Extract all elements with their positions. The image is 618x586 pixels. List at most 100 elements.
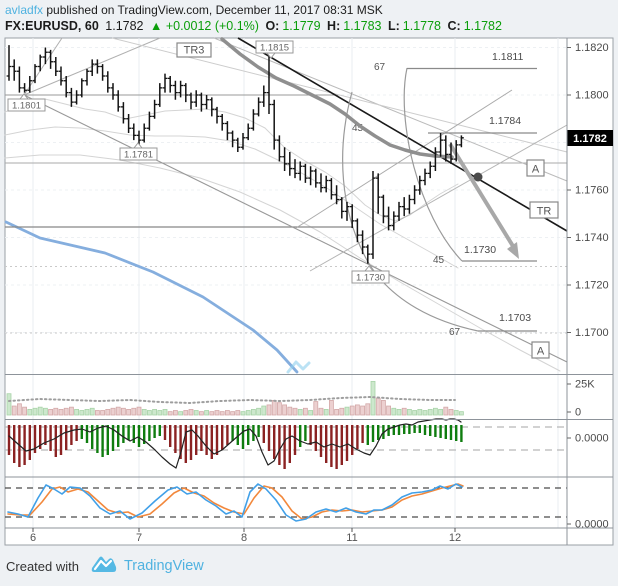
volume-bar (432, 407, 438, 416)
pivot-price-label[interactable]: 1.1801 (7, 93, 46, 112)
oscillator-bar (418, 425, 421, 433)
drawing-label-text: TR3 (184, 45, 205, 57)
oscillator-bar (158, 425, 161, 436)
oscillator-bar (236, 425, 239, 445)
volume-bar (282, 404, 288, 416)
volume-bar (22, 406, 28, 416)
oscillator-bar (299, 425, 302, 447)
drawing-label-tr3[interactable]: TR3 (176, 42, 212, 58)
pivot-label-pointer (265, 52, 277, 59)
fib-arc[interactable] (403, 67, 463, 262)
pivot-price-label[interactable]: 1.1815 (255, 40, 294, 59)
volume-bar (292, 407, 298, 416)
oscillator-bar (91, 425, 94, 449)
faint-ma-line (4, 126, 459, 269)
last-price-badge[interactable] (567, 130, 614, 146)
oscillator-bar (195, 425, 198, 455)
oscillator-bar (13, 425, 16, 463)
oscillator-bar (137, 425, 141, 447)
symbol-label[interactable]: FX:EURUSD, 60 (5, 19, 99, 33)
trend-line (237, 37, 568, 232)
price-change: ▲ +0.0012 (+0.1%) (149, 19, 259, 33)
stochastic-k-line (7, 483, 463, 522)
volume-bar (126, 408, 131, 416)
drawing-label-a[interactable]: A (526, 159, 545, 177)
oscillator-bar (345, 425, 349, 461)
volume-bar (100, 410, 105, 416)
volume-bar (360, 405, 366, 416)
oscillator-bar (153, 425, 156, 438)
oscillator-bar (340, 425, 343, 465)
drawing-label-text: A (532, 164, 540, 176)
trendline-dot[interactable] (473, 172, 483, 182)
pivot-label-pointer (363, 265, 375, 272)
volume-axis-label: 25K (575, 379, 595, 391)
trend-line (295, 89, 513, 229)
footer: Created with TradingView (6, 555, 204, 577)
oscillator-bar (377, 425, 380, 440)
high-value: 1.1783 (343, 19, 382, 33)
oscillator-bar (262, 425, 265, 443)
volume-bar (427, 408, 433, 416)
price-axis-label: 1.1760 (575, 185, 609, 197)
oscillator-bar (96, 425, 99, 453)
oscillator-bar (429, 425, 432, 436)
volume-bar (297, 408, 303, 416)
volume-bar (79, 410, 85, 416)
quote-line: FX:EURUSD, 60 1.1782 ▲ +0.0012 (+0.1%) O… (5, 19, 505, 33)
oscillator-bar (371, 425, 375, 442)
volume-bar (69, 406, 74, 416)
drawing-label-tr[interactable]: TR (529, 201, 559, 219)
oscillator-bar (403, 425, 406, 434)
oscillator-bar (169, 425, 172, 447)
oscillator-bar (439, 425, 442, 438)
volume-bar (131, 407, 137, 416)
oscillator-bar (273, 425, 276, 459)
oscillator-bar (205, 425, 208, 455)
watermark-logo-icon (286, 360, 311, 374)
volume-bar (323, 408, 329, 416)
faint-ma-line (4, 154, 561, 372)
low-label: L: (387, 19, 400, 33)
volume-bar (417, 408, 423, 416)
volume-bar (214, 410, 220, 416)
oscillator-bar (231, 425, 234, 441)
stochastic-panel (5, 483, 567, 522)
volume-bar (354, 404, 360, 416)
volume-bar (250, 408, 256, 416)
faint-ma-line (4, 98, 459, 222)
volume-bar (172, 410, 178, 416)
oscillator-signal-line (8, 418, 462, 469)
volume-bar (6, 393, 12, 416)
volume-bar (136, 406, 142, 416)
oscillator-bar (366, 425, 369, 445)
author-link[interactable]: avladfx (5, 3, 44, 17)
volume-ma-dotted (8, 396, 456, 404)
oscillator-panel (5, 418, 567, 469)
volume-bar (406, 408, 412, 416)
oscillator-bar (44, 425, 47, 445)
oscillator-bar (361, 425, 364, 443)
tradingview-brand-link[interactable]: TradingView (123, 558, 204, 574)
oscillator-bar (226, 425, 229, 445)
volume-bar (240, 411, 246, 416)
pivot-price-label[interactable]: 1.1730 (351, 265, 390, 284)
oscillator-bar (132, 425, 135, 443)
volume-bar (235, 410, 241, 416)
oscillator-bar (319, 425, 323, 457)
drawing-label-box (176, 42, 212, 58)
volume-bar (438, 408, 444, 416)
oscillator-bar (215, 425, 219, 455)
target-level-price: 1.1784 (489, 115, 521, 127)
last-price-badge-text: 1.1782 (573, 133, 607, 145)
volume-bar (219, 411, 225, 416)
volume-bar (256, 407, 262, 416)
tradingview-logo-icon[interactable] (91, 555, 117, 577)
pivot-price-label[interactable]: 1.1781 (119, 142, 158, 161)
oscillator-bar (257, 425, 260, 437)
volume-bar (141, 408, 147, 416)
drawing-label-a[interactable]: A (531, 341, 550, 359)
price-axis-label: 1.1740 (575, 232, 609, 244)
